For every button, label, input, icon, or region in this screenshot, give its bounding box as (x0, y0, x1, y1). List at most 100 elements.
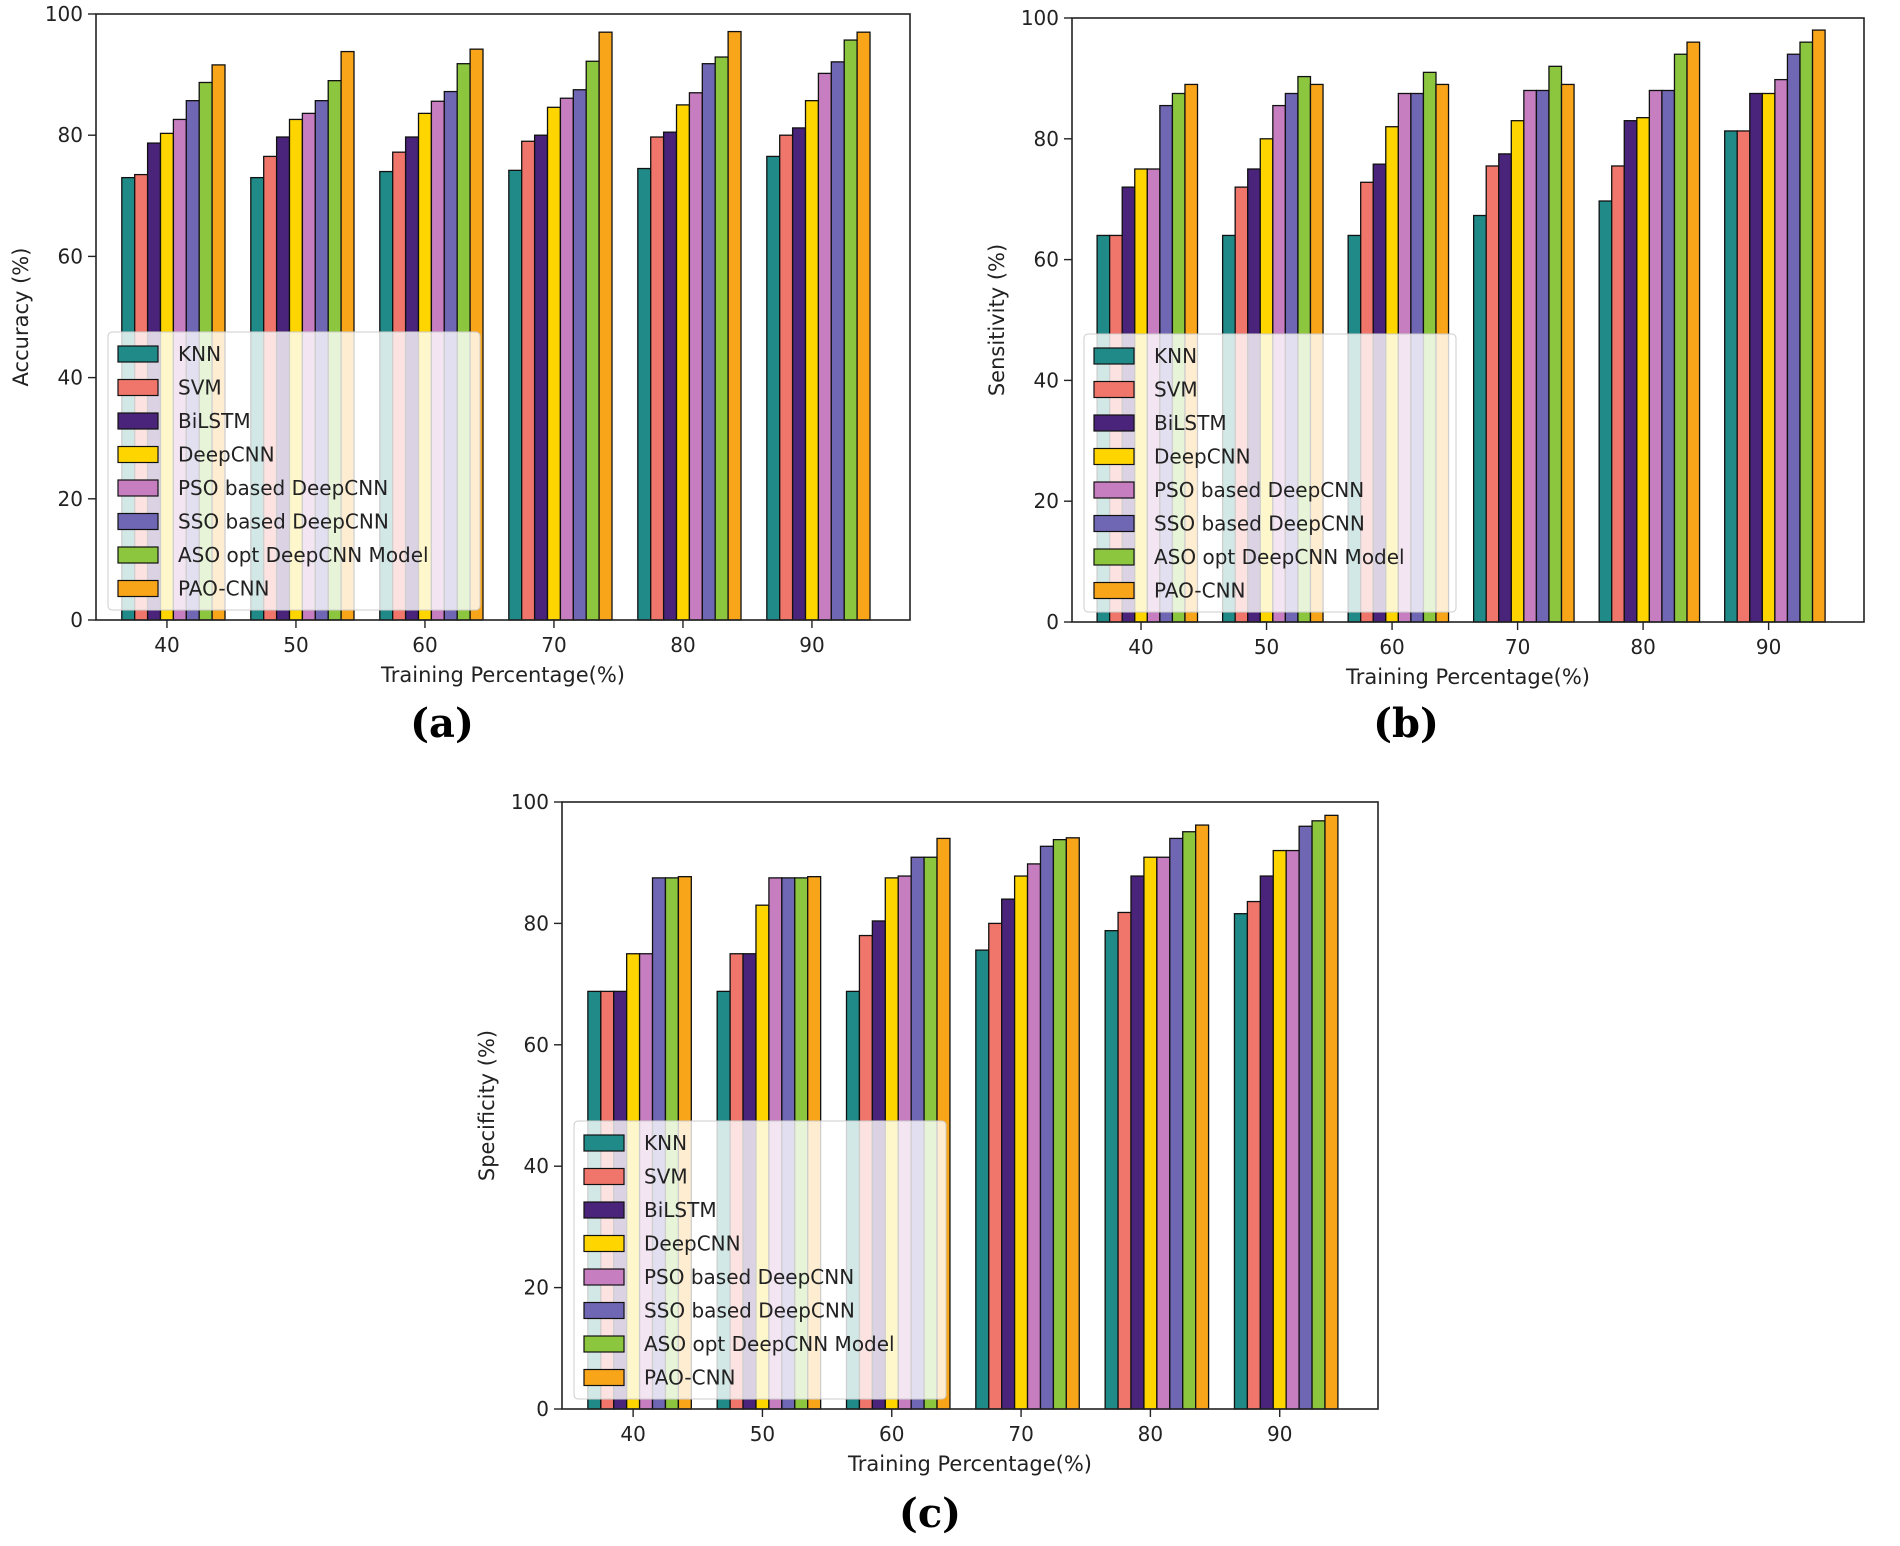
legend-swatch-svm (583, 1167, 625, 1186)
y-tick-label: 60 (58, 244, 83, 268)
x-tick-label: 60 (879, 1422, 904, 1446)
caption-c: (c) (898, 1490, 962, 1537)
caption-a: (a) (410, 700, 474, 747)
legend-swatch-pao-cnn (1093, 581, 1135, 600)
bar-knn-80 (1104, 930, 1119, 1410)
legend: KNN SVM BiLSTM DeepCNN PSO based DeepCNN SSO … (1083, 333, 1457, 613)
bar-pso-based-deepcnn-90 (1774, 78, 1789, 623)
legend-label: SSO based DeepCNN (1154, 512, 1365, 536)
x-tick-label: 80 (1138, 1422, 1163, 1446)
y-tick-label: 80 (58, 123, 83, 147)
x-axis-label: Training Percentage(%) (380, 663, 625, 687)
bar-bilstm-70 (533, 134, 549, 621)
bar-sso-based-deepcnn-90 (1298, 825, 1313, 1410)
legend-swatch-knn (117, 345, 159, 363)
bar-aso-opt-deepcnn-model-70 (585, 60, 600, 621)
x-tick-label: 40 (1128, 635, 1153, 659)
bar-pso-based-deepcnn-70 (559, 97, 574, 621)
bar-knn-70 (508, 169, 523, 621)
bar-deepcnn-90 (804, 100, 820, 621)
y-axis-label: Specificity (%) (475, 1030, 499, 1181)
bar-bilstm-90 (1749, 92, 1763, 623)
bar-bilstm-70 (1001, 898, 1016, 1410)
bar-svm-80 (1611, 165, 1625, 623)
legend-swatch-bilstm (1093, 414, 1135, 432)
legend-label: ASO opt DeepCNN Model (1154, 545, 1405, 569)
legend-label: PSO based DeepCNN (178, 476, 388, 500)
y-tick-label: 0 (1046, 610, 1059, 634)
legend-label: SVM (1154, 378, 1198, 402)
bar-svm-90 (779, 134, 794, 621)
bar-aso-opt-deepcnn-model-90 (1311, 820, 1326, 1410)
plot-frame (95, 13, 911, 621)
bar-sso-based-deepcnn-70 (572, 89, 587, 621)
bar-aso-opt-deepcnn-model-80 (1182, 831, 1197, 1410)
bar-sso-based-deepcnn-80 (701, 63, 716, 621)
legend-swatch-pao-cnn (117, 579, 159, 598)
legend-swatch-deepcnn (117, 445, 159, 464)
chart-accuracy: 0 20 40 60 80 100 40 50 60 70 80 90 Training Percent… (9, 2, 911, 687)
y-tick-label: 20 (524, 1276, 549, 1300)
legend-label: SSO based DeepCNN (178, 510, 389, 534)
bar-pao-cnn-70 (598, 31, 613, 621)
y-tick-label: 0 (70, 608, 83, 632)
bar-pso-based-deepcnn-70 (1523, 89, 1538, 623)
bar-aso-opt-deepcnn-model-90 (843, 39, 858, 621)
legend-swatch-pao-cnn (583, 1368, 625, 1387)
bar-sso-based-deepcnn-90 (1786, 53, 1801, 623)
y-tick-label: 100 (45, 2, 83, 26)
bar-sso-based-deepcnn-70 (1535, 89, 1550, 623)
x-tick-label: 60 (1379, 635, 1404, 659)
legend-label: PAO-CNN (178, 577, 270, 601)
legend-box (573, 1120, 947, 1400)
bar-pao-cnn-90 (1324, 814, 1339, 1410)
bar-svm-80 (650, 136, 665, 621)
bar-pso-based-deepcnn-90 (1285, 849, 1300, 1410)
y-tick-label: 80 (1034, 127, 1059, 151)
y-tick-label: 20 (58, 487, 83, 511)
x-tick-label: 80 (670, 633, 695, 657)
legend: KNN SVM BiLSTM DeepCNN PSO based DeepCNN SSO … (573, 1120, 947, 1400)
x-tick-label: 80 (1630, 635, 1655, 659)
bar-deepcnn-90 (1272, 849, 1287, 1410)
x-tick-label: 40 (154, 633, 179, 657)
chart-sensitivity: 0 20 40 60 80 100 40 50 60 70 80 90 Training Percent… (985, 6, 1865, 689)
bar-svm-70 (521, 140, 536, 621)
bar-pao-cnn-70 (1560, 83, 1575, 623)
legend-swatch-bilstm (583, 1201, 625, 1219)
bar-sso-based-deepcnn-80 (1169, 837, 1184, 1410)
bar-knn-70 (975, 949, 990, 1410)
y-tick-label: 100 (1021, 6, 1059, 30)
bar-bilstm-90 (791, 127, 807, 621)
bar-sso-based-deepcnn-90 (830, 61, 845, 621)
legend-swatch-sso-based-deepcnn (583, 1301, 625, 1320)
bar-aso-opt-deepcnn-model-70 (1548, 65, 1563, 623)
legend-label: KNN (1154, 344, 1197, 368)
legend: KNN SVM BiLSTM DeepCNN PSO based DeepCNN SSO … (107, 331, 481, 611)
bar-bilstm-80 (1130, 875, 1145, 1410)
legend-swatch-knn (583, 1134, 625, 1152)
legend-label: BiLSTM (1154, 411, 1227, 435)
legend-swatch-sso-based-deepcnn (117, 512, 159, 531)
bar-aso-opt-deepcnn-model-90 (1799, 41, 1814, 623)
legend-swatch-deepcnn (583, 1234, 625, 1253)
legend-label: PAO-CNN (644, 1366, 736, 1390)
caption-b: (b) (1373, 700, 1439, 747)
y-tick-label: 40 (1034, 368, 1059, 392)
bar-aso-opt-deepcnn-model-80 (714, 56, 729, 621)
bar-svm-80 (1117, 911, 1132, 1410)
bar-pao-cnn-70 (1065, 837, 1080, 1410)
x-tick-label: 40 (620, 1422, 645, 1446)
x-tick-label: 70 (1008, 1422, 1033, 1446)
bar-pso-based-deepcnn-80 (1648, 89, 1663, 623)
legend-swatch-pso-based-deepcnn (583, 1268, 625, 1286)
bar-deepcnn-70 (1510, 120, 1525, 623)
bar-pso-based-deepcnn-70 (1026, 863, 1042, 1410)
legend-box (1083, 333, 1457, 613)
bar-bilstm-80 (1623, 120, 1638, 623)
legend-swatch-aso-opt-deepcnn-model (1093, 548, 1135, 566)
y-tick-label: 20 (1034, 489, 1059, 513)
bar-bilstm-90 (1259, 875, 1274, 1410)
legend-label: SSO based DeepCNN (644, 1299, 855, 1323)
bar-pao-cnn-80 (727, 30, 742, 621)
